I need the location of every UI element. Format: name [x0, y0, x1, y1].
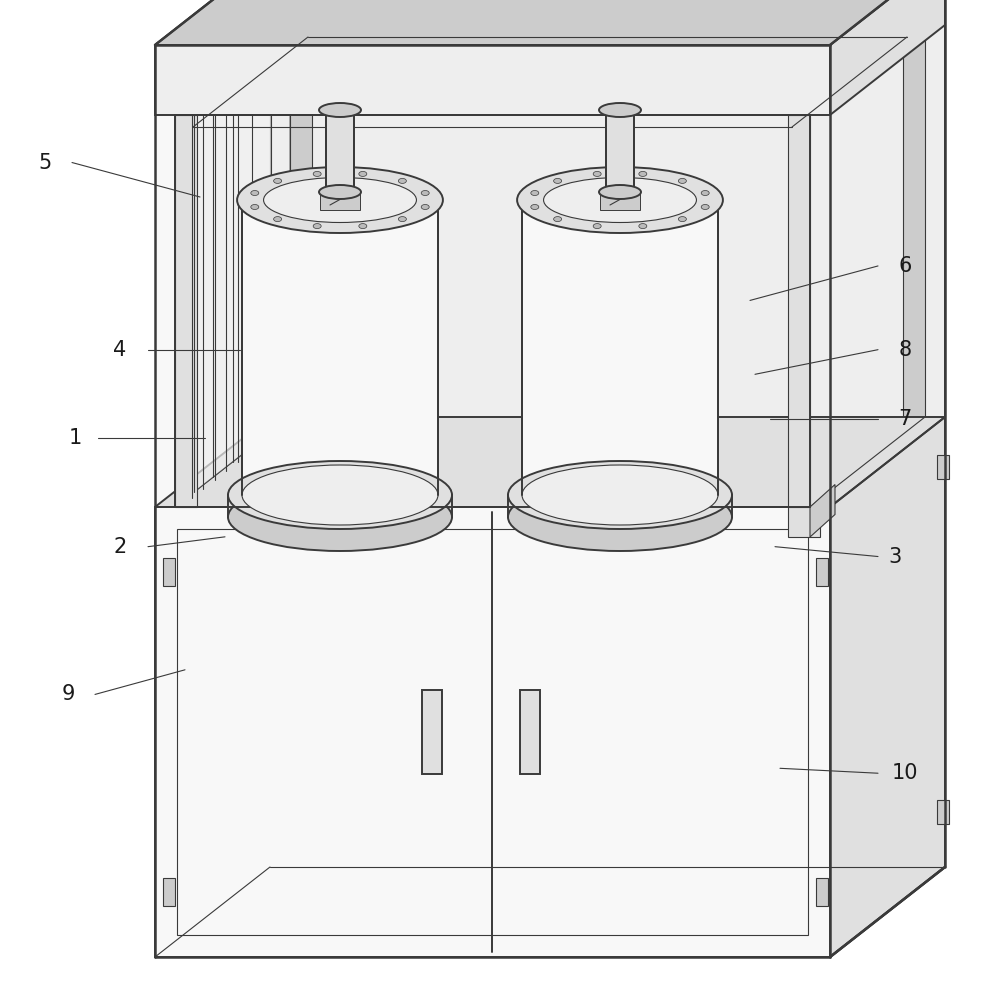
Ellipse shape — [554, 178, 562, 183]
Text: 10: 10 — [892, 763, 918, 783]
Polygon shape — [830, 0, 945, 957]
Polygon shape — [903, 25, 925, 417]
Text: 9: 9 — [61, 685, 75, 704]
Polygon shape — [830, 0, 945, 115]
Polygon shape — [270, 0, 945, 25]
Ellipse shape — [313, 171, 321, 176]
Ellipse shape — [678, 217, 686, 222]
Text: 3: 3 — [888, 547, 902, 566]
Polygon shape — [155, 40, 830, 957]
Ellipse shape — [522, 465, 718, 525]
Polygon shape — [155, 417, 945, 507]
Text: 1: 1 — [68, 428, 82, 448]
Polygon shape — [175, 115, 197, 507]
Ellipse shape — [237, 167, 443, 233]
Polygon shape — [175, 25, 290, 507]
Ellipse shape — [593, 171, 601, 176]
Ellipse shape — [319, 103, 361, 117]
Polygon shape — [155, 45, 830, 115]
Text: 2: 2 — [113, 537, 127, 557]
Ellipse shape — [639, 224, 647, 229]
Polygon shape — [242, 200, 438, 495]
Ellipse shape — [398, 178, 406, 183]
Bar — [816, 558, 828, 586]
Ellipse shape — [319, 185, 361, 199]
Ellipse shape — [599, 103, 641, 117]
Ellipse shape — [359, 224, 367, 229]
Ellipse shape — [599, 185, 641, 199]
Ellipse shape — [639, 171, 647, 176]
Bar — [937, 455, 949, 479]
Ellipse shape — [398, 217, 406, 222]
Ellipse shape — [421, 205, 429, 210]
Ellipse shape — [701, 205, 709, 210]
Bar — [163, 878, 175, 906]
Polygon shape — [155, 0, 945, 45]
Ellipse shape — [228, 483, 452, 551]
Ellipse shape — [421, 190, 429, 195]
Text: 5: 5 — [38, 153, 52, 172]
Ellipse shape — [508, 461, 732, 529]
Ellipse shape — [251, 205, 259, 210]
Bar — [937, 800, 949, 824]
Bar — [600, 190, 640, 210]
Polygon shape — [155, 0, 945, 45]
Ellipse shape — [531, 205, 539, 210]
Ellipse shape — [508, 483, 732, 551]
Ellipse shape — [517, 167, 723, 233]
Text: 8: 8 — [898, 340, 912, 360]
Ellipse shape — [251, 190, 259, 195]
Polygon shape — [508, 495, 732, 517]
Polygon shape — [155, 507, 830, 957]
Ellipse shape — [544, 177, 696, 223]
Ellipse shape — [228, 461, 452, 529]
Bar — [163, 558, 175, 586]
Ellipse shape — [242, 465, 438, 525]
Text: 4: 4 — [113, 340, 127, 360]
Ellipse shape — [531, 190, 539, 195]
Bar — [422, 690, 442, 774]
Ellipse shape — [522, 170, 718, 230]
Ellipse shape — [359, 171, 367, 176]
Polygon shape — [810, 485, 835, 537]
Ellipse shape — [242, 170, 438, 230]
Polygon shape — [326, 110, 354, 192]
Text: 7: 7 — [898, 409, 912, 428]
Text: 6: 6 — [898, 256, 912, 276]
Polygon shape — [788, 115, 810, 507]
Bar — [520, 690, 540, 774]
Ellipse shape — [701, 190, 709, 195]
Polygon shape — [290, 25, 312, 417]
Polygon shape — [228, 495, 452, 517]
Ellipse shape — [274, 178, 282, 183]
Bar — [788, 507, 820, 537]
Bar — [816, 878, 828, 906]
Ellipse shape — [313, 224, 321, 229]
Ellipse shape — [554, 217, 562, 222]
Polygon shape — [606, 110, 634, 192]
Ellipse shape — [264, 177, 416, 223]
Polygon shape — [270, 25, 945, 417]
Polygon shape — [522, 200, 718, 495]
Ellipse shape — [274, 217, 282, 222]
Ellipse shape — [678, 178, 686, 183]
Bar — [320, 190, 360, 210]
Ellipse shape — [593, 224, 601, 229]
